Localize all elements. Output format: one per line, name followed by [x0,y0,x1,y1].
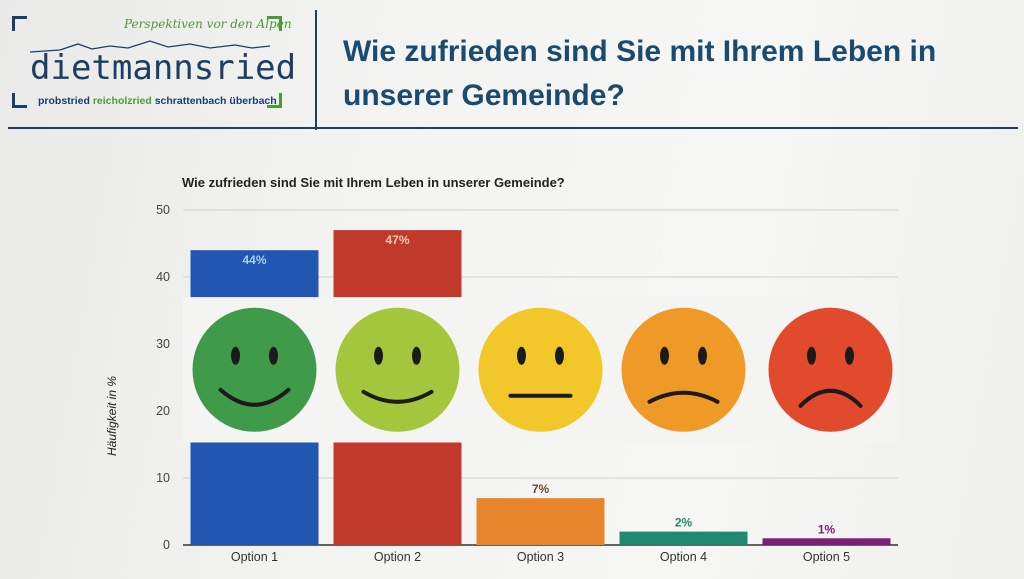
logo-corner-top-left [12,16,27,31]
bar-chart: Wie zufrieden sind Sie mit Ihrem Leben i… [105,175,898,564]
face-circle [621,307,746,432]
data-label: 47% [385,233,409,247]
mountain-silhouette-icon [30,40,270,53]
face-mouth [361,389,434,404]
category-label: Option 4 [660,550,707,564]
logo-tagline: Perspektiven vor den Alpen [124,17,292,31]
face-eye [412,346,421,365]
y-tick-label: 40 [156,270,170,284]
face-circle [192,307,317,432]
data-labels: 44% 47% 7% 2% 1% [242,233,835,536]
face-eye [845,346,854,365]
logo-village: probstried [38,95,90,107]
y-axis-ticks: 0 10 20 30 40 50 [156,203,170,552]
happy-face-icon [335,307,460,432]
page-title: Wie zufrieden sind Sie mit Ihrem Leben i… [343,35,937,112]
face-eye [517,346,526,365]
category-label: Option 2 [374,550,421,564]
face-eye [555,346,564,365]
smiley-faces [183,297,898,443]
category-label: Option 3 [517,550,564,564]
logo-corner-bottom-right [267,93,282,108]
header-rule [8,127,1018,129]
x-axis-categories: Option 1 Option 2 Option 3 Option 4 Option 5 [231,550,850,564]
header-divider [315,10,317,130]
face-circle [768,307,893,432]
y-tick-label: 30 [156,337,170,351]
category-label: Option 5 [803,550,850,564]
face-eye [231,346,240,365]
neutral-face-icon [478,307,603,432]
dietmannsried-logo: Perspektiven vor den Alpen dietmannsried… [12,16,296,108]
logo-village: reicholzried [92,95,152,107]
logo-name: dietmannsried [30,48,297,88]
y-axis-label: Häufigkeit in % [105,376,119,456]
face-mouth [647,390,720,404]
logo-corner-top-right [267,16,282,31]
data-label: 44% [242,253,266,267]
face-eye [807,346,816,365]
data-label: 1% [818,522,836,536]
chart-area: Wie zufrieden sind Sie mit Ihrem Leben i… [0,160,1024,579]
face-circle [478,307,603,432]
face-eye [660,346,669,365]
logo-corner-bottom-left [12,93,27,108]
face-mouth [218,387,291,407]
logo-villages: probstried reicholzried schrattenbach üb… [38,95,277,107]
y-tick-label: 50 [156,203,170,217]
logo-village: schrattenbach [154,95,227,107]
data-label: 7% [532,482,550,496]
y-tick-label: 0 [163,538,170,552]
face-eye [269,346,278,365]
face-mouth [798,388,863,408]
bar [476,498,605,545]
bar [619,531,748,545]
data-label: 2% [675,516,693,530]
y-tick-label: 10 [156,471,170,485]
face-circle [335,307,460,432]
y-tick-label: 20 [156,404,170,418]
category-label: Option 1 [231,550,278,564]
very-happy-face-icon [192,307,317,432]
page-header: Perspektiven vor den Alpen dietmannsried… [0,0,1024,130]
logo-village: überbach [229,95,277,107]
face-eye [698,346,707,365]
sad-face-icon [621,307,746,432]
bar [762,538,891,545]
chart-title: Wie zufrieden sind Sie mit Ihrem Leben i… [182,175,565,190]
face-eye [374,346,383,365]
very-sad-face-icon [768,307,893,432]
